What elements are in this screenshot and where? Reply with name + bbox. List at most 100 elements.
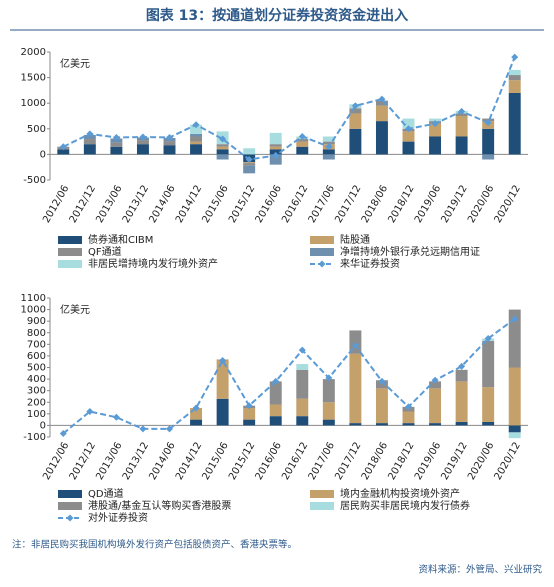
x-tick-label: 2019/12	[440, 184, 470, 225]
bar	[190, 141, 203, 145]
bar	[349, 108, 362, 114]
bar	[402, 423, 415, 426]
bar	[296, 369, 309, 399]
line-marker	[325, 143, 333, 151]
bar	[190, 124, 203, 134]
x-tick-label: 2014/06	[147, 441, 177, 482]
bar	[136, 140, 149, 145]
x-tick-label: 2020/12	[493, 441, 523, 482]
y-tick-label: 100	[27, 409, 46, 420]
bar	[349, 423, 362, 426]
bar	[508, 75, 521, 81]
x-tick-label: 2015/12	[227, 441, 257, 482]
y-tick-label: 600	[27, 351, 46, 362]
note: 注：非居民购买我国机构境外发行资产包括股债资产、香港央票等。	[12, 539, 297, 551]
bar	[322, 136, 335, 142]
bar	[110, 142, 123, 147]
bar	[136, 144, 149, 155]
x-tick-label: 2017/06	[307, 184, 337, 225]
bar	[455, 381, 468, 422]
bar	[508, 80, 521, 93]
legend-swatch	[310, 248, 334, 256]
bar	[243, 148, 256, 155]
bar	[482, 128, 495, 155]
bar	[190, 133, 203, 137]
bar	[216, 149, 229, 155]
bar	[322, 141, 335, 145]
x-tick-label: 2013/12	[121, 441, 151, 482]
bar	[322, 154, 335, 160]
bar	[508, 69, 521, 76]
x-tick-label: 2019/06	[413, 184, 443, 225]
bar	[216, 144, 229, 147]
bar	[375, 423, 388, 426]
bar	[482, 387, 495, 422]
bar	[402, 131, 415, 142]
line-marker	[511, 53, 519, 61]
line-marker	[166, 425, 173, 433]
bar	[269, 149, 282, 155]
legend-swatch	[58, 490, 82, 498]
legend-swatch	[310, 502, 334, 510]
legend-label: 非居民增持境内发行境外资产	[88, 257, 218, 270]
legend-marker	[66, 514, 74, 522]
bar	[190, 419, 203, 426]
legend-label: 债券通和CIBM	[88, 233, 153, 246]
line-marker	[378, 95, 386, 103]
line-marker	[59, 143, 67, 151]
bar	[269, 154, 282, 165]
bar	[296, 416, 309, 426]
line	[62, 318, 516, 435]
y-tick-label: 800	[27, 328, 46, 339]
bar	[402, 118, 415, 129]
y-tick-label: 500	[27, 124, 46, 135]
y-tick-label: 1000	[21, 98, 46, 109]
source: 资料来源：外管局、兴业研究	[418, 564, 542, 576]
bar	[83, 139, 96, 145]
line-marker	[139, 425, 147, 433]
bar	[482, 154, 495, 160]
bar	[190, 144, 203, 155]
line-marker	[166, 134, 173, 142]
legend-label: QD通道	[88, 487, 124, 500]
legend-label: 港股通/基金互认等购买香港股票	[88, 499, 231, 512]
bar	[455, 136, 468, 155]
bar	[269, 381, 282, 405]
line-marker	[245, 156, 253, 164]
bar	[402, 141, 415, 155]
legend-label: 来华证券投资	[340, 257, 400, 270]
legend-label: 净增持境外银行承兑远期信用证	[340, 245, 480, 258]
bar	[508, 425, 521, 433]
line-marker	[484, 119, 492, 127]
line-marker	[511, 315, 519, 323]
bar	[429, 381, 442, 389]
x-tick-label: 2016/06	[254, 184, 284, 225]
x-tick-label: 2014/06	[147, 184, 177, 225]
x-tick-label: 2017/12	[333, 184, 363, 225]
y-tick-label: 2000	[21, 47, 46, 58]
bar	[429, 123, 442, 137]
x-tick-label: 2015/06	[201, 441, 231, 482]
legend-swatch	[58, 236, 82, 244]
x-tick-label: 2020/06	[466, 183, 496, 224]
y-tick-label: 300	[27, 386, 46, 397]
y-tick-label: -500	[23, 175, 46, 186]
line-marker	[298, 346, 306, 354]
line-marker	[112, 134, 120, 142]
bar	[375, 105, 388, 122]
legend-swatch	[310, 490, 334, 498]
line-marker	[139, 133, 147, 141]
line-marker	[86, 408, 94, 416]
bar	[455, 421, 468, 426]
bar	[455, 369, 468, 382]
y-tick-label: 0	[40, 420, 46, 431]
bar	[190, 408, 203, 420]
line-marker	[458, 362, 466, 370]
bar	[269, 416, 282, 426]
bar	[243, 408, 256, 420]
y-tick-label: 0	[40, 149, 46, 160]
bar	[375, 100, 388, 106]
x-tick-label: 2017/12	[333, 441, 363, 482]
x-tick-label: 2018/12	[386, 184, 416, 225]
x-tick-label: 2016/12	[280, 441, 310, 482]
